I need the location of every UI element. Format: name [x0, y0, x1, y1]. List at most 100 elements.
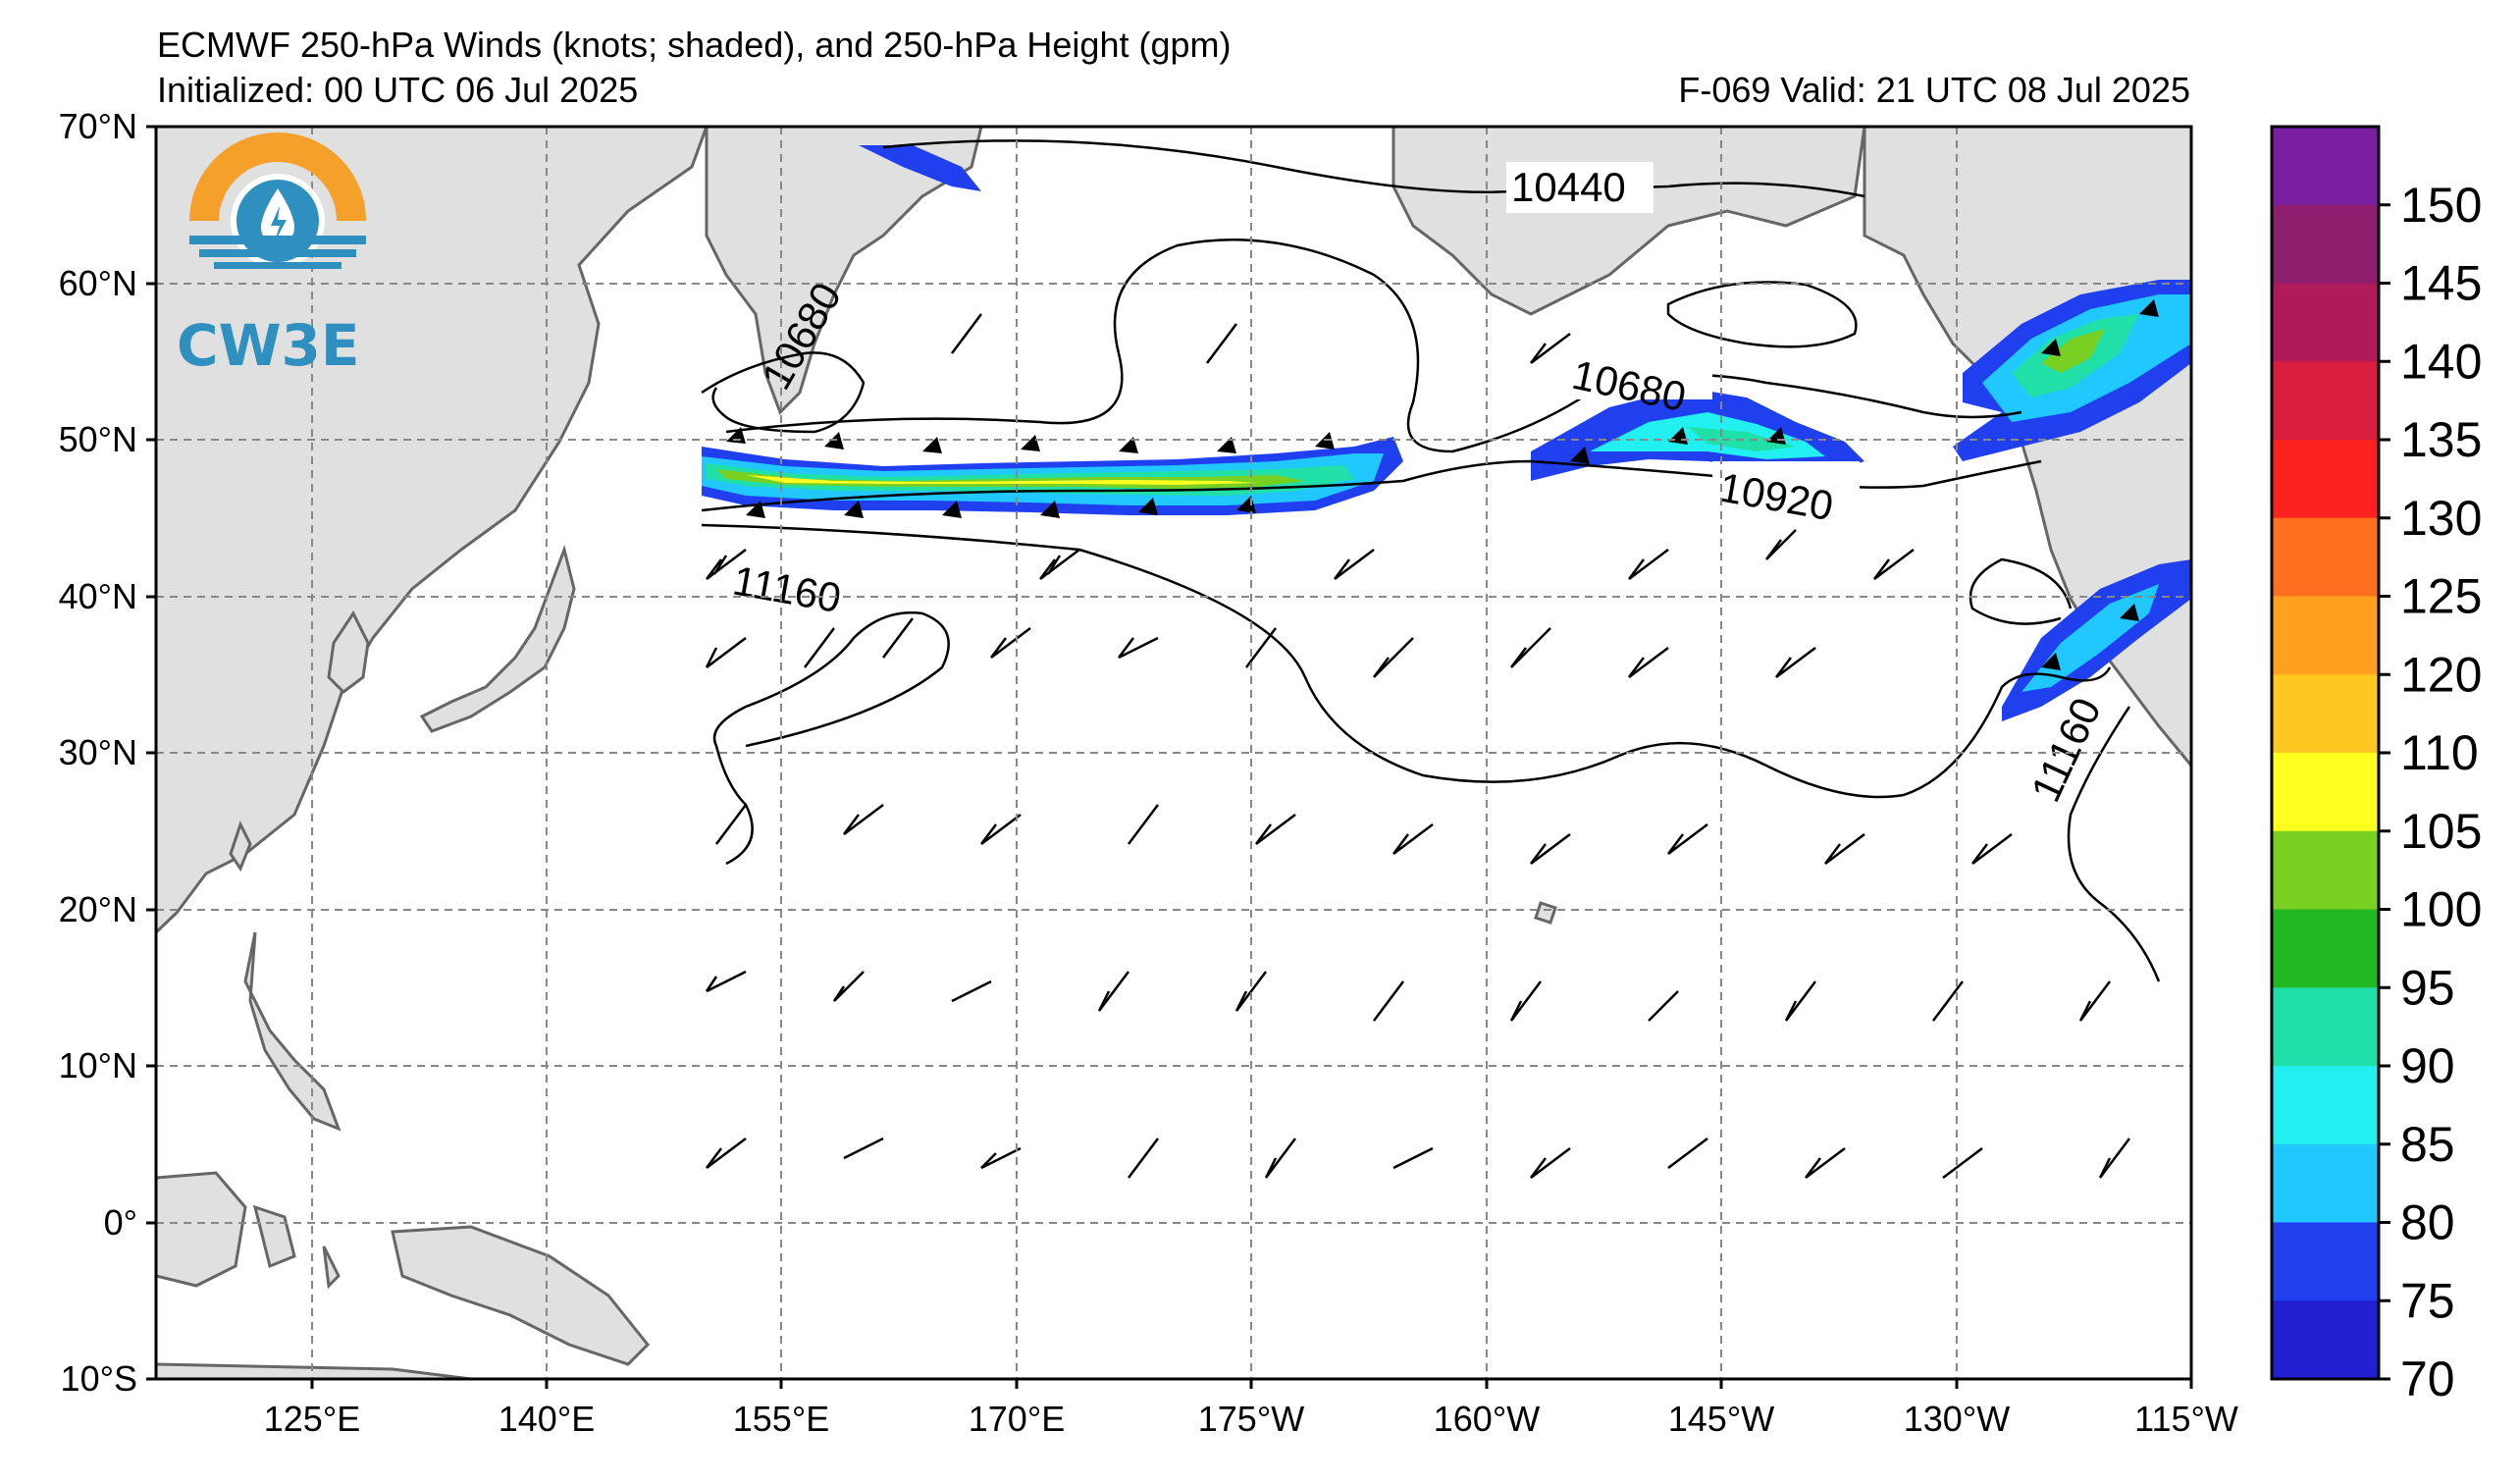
wind-barb: [882, 617, 914, 659]
philippines-land: [243, 931, 341, 1132]
wind-flag: [1217, 437, 1236, 453]
new-guinea-land: [391, 1225, 651, 1366]
lon-tick-label: 145°W: [1668, 1399, 1774, 1439]
lat-tick-label: 10°N: [59, 1045, 137, 1086]
colorbar: 150 145 140 135 130 125 120 110 105 100 95 90 85 80 75…: [2270, 125, 2482, 1406]
wind-barb: [980, 814, 1022, 845]
wind-barb: [1373, 637, 1414, 678]
contour-11160-south: [712, 611, 950, 866]
lon-tick-label: 160°W: [1434, 1399, 1540, 1439]
colorbar-swatch: [2272, 909, 2379, 988]
asia-landmass: [156, 127, 709, 935]
colorbar-label: 125: [2400, 569, 2482, 624]
cw3e-logo: CW3E: [177, 132, 366, 379]
wind-barb: [1509, 980, 1542, 1022]
wind-barb: [1392, 823, 1434, 855]
wind-barbs: [705, 313, 2130, 1179]
lon-tick-label: 170°E: [969, 1399, 1065, 1439]
colorbar-swatch: [2272, 361, 2379, 441]
lat-tick-label: 20°N: [59, 889, 137, 929]
wind-flag: [1040, 501, 1060, 518]
wind-flag: [2041, 339, 2061, 356]
wind-barb: [706, 549, 747, 580]
init-time: Initialized: 00 UTC 06 Jul 2025: [157, 70, 639, 110]
korea-land: [327, 610, 370, 694]
wind-barb: [715, 804, 747, 845]
wind-barb: [1118, 636, 1159, 660]
colorbar-swatch: [2272, 283, 2379, 362]
wind-barb: [705, 637, 747, 668]
wind-barb: [1667, 1138, 1708, 1169]
colorbar-label: 95: [2400, 960, 2455, 1015]
contour-10680-main: [725, 238, 2022, 453]
colorbar-swatch: [2272, 127, 2379, 206]
contour-11160: [701, 523, 2112, 799]
lat-labels: 70°N 60°N 50°N 40°N 30°N 20°N 10°N 0° 10…: [59, 106, 137, 1399]
colorbar-swatch: [2272, 1222, 2379, 1301]
lat-tick-label: 50°N: [59, 419, 137, 459]
lat-tick-label: 60°N: [59, 263, 137, 303]
wind-barb: [980, 1146, 1022, 1170]
wind-barb: [1510, 627, 1551, 668]
colorbar-swatch: [2272, 596, 2379, 675]
hawaii-land: [1534, 901, 1557, 925]
height-contours: [701, 139, 2161, 982]
logo-sun-arc: [189, 132, 366, 221]
colorbar-label: 130: [2400, 491, 2482, 546]
lon-tick-label: 130°W: [1904, 1399, 2010, 1439]
wind-barb: [951, 980, 992, 1003]
wind-barb: [2098, 1138, 2130, 1179]
wind-barb: [1530, 333, 1571, 364]
wind-barb: [1628, 549, 1669, 580]
lat-tick-label: 70°N: [59, 106, 137, 146]
wind-barb: [1942, 1147, 1983, 1179]
wind-barb: [1097, 971, 1129, 1012]
wind-barb: [1667, 823, 1708, 855]
wind-barb: [1206, 323, 1237, 364]
wind-barb: [1765, 529, 1797, 560]
indonesia-land: [252, 1204, 341, 1290]
wind-barb: [2078, 980, 2111, 1022]
wind-barb: [990, 627, 1031, 659]
wind-flag: [922, 437, 942, 453]
wind-barb: [1628, 647, 1669, 678]
colorbar-label: 140: [2400, 334, 2482, 389]
contour-label-bg: [1506, 162, 1654, 213]
wind-barb: [832, 971, 865, 1002]
lat-tick-label: 40°N: [59, 576, 137, 616]
colorbar-swatch: [2272, 517, 2379, 597]
lon-tick-label: 115°W: [2134, 1399, 2238, 1439]
colorbar-swatch: [2272, 1066, 2379, 1145]
borneo-land: [156, 1171, 247, 1288]
contour-10680-loop: [1666, 281, 1858, 348]
wind-barb: [1824, 833, 1865, 865]
wind-barb: [1530, 833, 1571, 865]
colorbar-label: 135: [2400, 412, 2482, 467]
wind-barb: [1932, 980, 1964, 1022]
colorbar-label: 105: [2400, 804, 2482, 859]
colorbar-swatch: [2272, 204, 2379, 284]
colorbar-label: 110: [2400, 725, 2479, 780]
colorbar-label: 70: [2400, 1351, 2455, 1406]
colorbar-label: 120: [2400, 647, 2482, 702]
contour-11160-southeast: [2067, 706, 2161, 982]
wind-barb: [951, 313, 982, 354]
colorbar-label: 90: [2400, 1038, 2455, 1093]
colorbar-label: 145: [2400, 256, 2482, 311]
wind-barb: [1373, 980, 1404, 1022]
lon-labels: 125°E 140°E 155°E 170°E 175°W 160°W 145°…: [264, 1399, 2238, 1439]
wind-barb: [1784, 980, 1816, 1022]
wind-barb: [1234, 971, 1267, 1012]
colorbar-swatch: [2272, 830, 2379, 910]
wind-barb: [1245, 627, 1277, 668]
wind-barb: [1264, 1138, 1296, 1179]
wind-flag: [942, 501, 962, 518]
contour-10920: [701, 459, 2042, 512]
colorbar-label: 150: [2400, 178, 2482, 233]
lon-tick-label: 125°E: [264, 1399, 360, 1439]
lon-tick-label: 140°E: [499, 1399, 595, 1439]
wind-barb: [1873, 549, 1915, 580]
colorbar-label: 85: [2400, 1117, 2455, 1172]
wind-barb: [1971, 833, 2013, 865]
